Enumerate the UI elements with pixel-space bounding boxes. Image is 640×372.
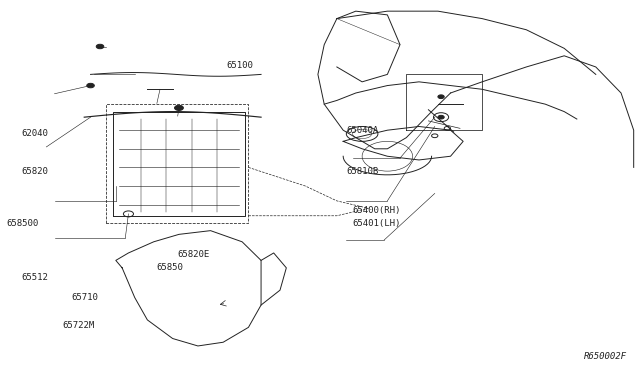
Text: 65040A: 65040A: [346, 126, 379, 135]
Text: 65401(LH): 65401(LH): [353, 219, 401, 228]
Circle shape: [438, 95, 444, 99]
Text: 65100: 65100: [227, 61, 253, 70]
Text: 65820: 65820: [21, 167, 48, 176]
Circle shape: [96, 44, 104, 49]
Text: 62040: 62040: [21, 129, 48, 138]
Text: 65400(RH): 65400(RH): [353, 206, 401, 215]
Text: 65810B: 65810B: [346, 167, 379, 176]
Text: 65710: 65710: [72, 293, 99, 302]
Text: 65722M: 65722M: [62, 321, 94, 330]
Circle shape: [175, 105, 184, 110]
Circle shape: [438, 115, 444, 119]
Text: 65820E: 65820E: [178, 250, 210, 259]
Text: 65850: 65850: [157, 263, 184, 272]
Circle shape: [87, 83, 94, 88]
Text: R650002F: R650002F: [584, 352, 627, 361]
Text: 65512: 65512: [21, 273, 48, 282]
Text: 658500: 658500: [6, 219, 39, 228]
